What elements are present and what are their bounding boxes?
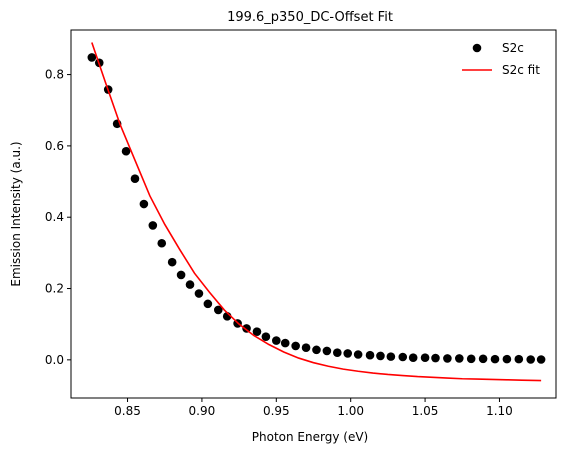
data-point xyxy=(272,336,281,345)
x-axis-label: Photon Energy (eV) xyxy=(252,430,368,444)
x-tick-label: 1.00 xyxy=(337,404,364,418)
y-tick-label: 0.8 xyxy=(45,68,64,82)
series-layer xyxy=(87,42,546,382)
data-point xyxy=(398,352,408,362)
data-point xyxy=(280,338,290,348)
data-point xyxy=(408,353,418,363)
data-point xyxy=(353,350,363,359)
data-point xyxy=(203,299,213,309)
x-tick-label: 0.90 xyxy=(189,404,216,418)
data-point xyxy=(176,270,186,280)
data-point xyxy=(322,346,332,356)
y-axis-label: Emission Intensity (a.u.) xyxy=(9,141,23,286)
y-tick-label: 0.0 xyxy=(45,353,64,367)
data-point xyxy=(376,351,385,361)
data-point xyxy=(365,350,375,360)
data-point xyxy=(194,289,204,298)
data-point xyxy=(333,348,342,358)
data-point xyxy=(490,354,500,364)
data-point xyxy=(167,257,177,267)
data-point xyxy=(386,352,396,361)
data-point xyxy=(261,332,271,341)
data-point xyxy=(185,280,195,289)
chart-title: 199.6_p350_DC-Offset Fit xyxy=(227,10,393,25)
data-point xyxy=(291,341,300,351)
data-point xyxy=(139,199,149,209)
data-point xyxy=(420,353,430,363)
x-axis: 0.85 0.90 0.95 1.00 1.05 1.10 xyxy=(114,398,513,418)
data-point xyxy=(301,343,311,353)
fit-line xyxy=(91,42,542,382)
data-point xyxy=(148,221,158,230)
data-point xyxy=(431,353,440,363)
legend-label: S2c fit xyxy=(502,63,540,77)
data-point xyxy=(121,146,131,156)
x-tick-label: 1.05 xyxy=(412,404,439,418)
legend-marker-swatch xyxy=(472,43,482,53)
data-point xyxy=(443,354,452,363)
data-point xyxy=(502,354,512,364)
legend: S2c S2c fit xyxy=(462,41,540,77)
data-point xyxy=(252,327,262,336)
data-point xyxy=(466,354,476,364)
data-point xyxy=(526,355,536,364)
data-point xyxy=(157,238,167,248)
y-axis: 0.0 0.2 0.4 0.6 0.8 xyxy=(45,68,71,367)
data-point xyxy=(87,53,97,62)
plot-frame xyxy=(70,29,557,399)
data-point xyxy=(478,354,488,364)
y-tick-label: 0.4 xyxy=(45,210,64,224)
data-point xyxy=(312,345,321,355)
x-tick-label: 0.85 xyxy=(114,404,141,418)
y-tick-label: 0.6 xyxy=(45,139,64,153)
data-point xyxy=(514,354,524,364)
data-point xyxy=(454,354,464,363)
data-point xyxy=(213,305,223,315)
data-point xyxy=(536,355,546,364)
y-tick-label: 0.2 xyxy=(45,282,64,296)
x-tick-label: 0.95 xyxy=(263,404,290,418)
x-tick-label: 1.10 xyxy=(486,404,513,418)
data-point xyxy=(343,349,353,358)
data-point xyxy=(130,174,140,183)
legend-label: S2c xyxy=(502,41,524,55)
